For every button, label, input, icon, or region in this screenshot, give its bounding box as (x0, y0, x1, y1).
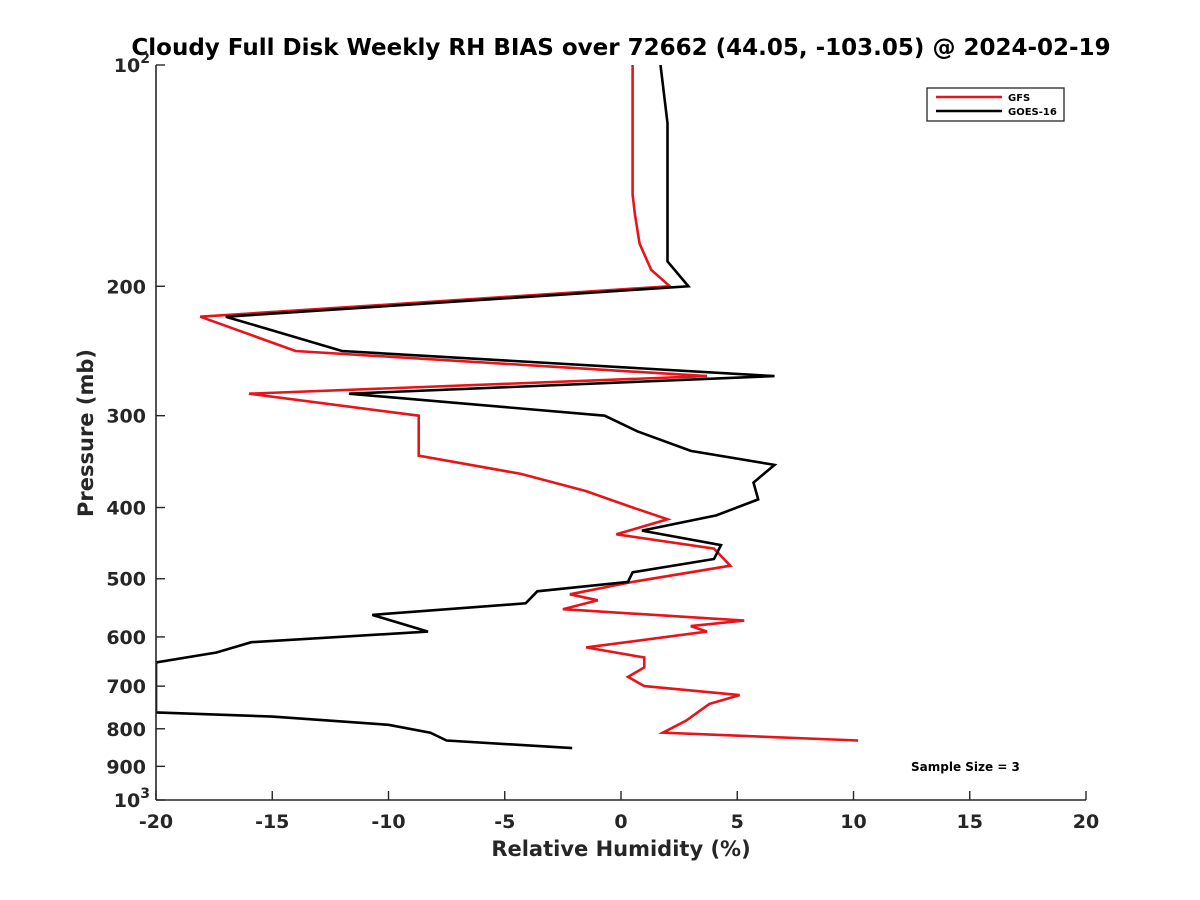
x-tick-label: 5 (731, 811, 744, 833)
legend: GFS GOES-16 (926, 87, 1065, 122)
x-tick-label: -5 (494, 811, 515, 833)
y-tick-label: 103 (114, 786, 150, 812)
y-tick-label: 800 (106, 719, 146, 741)
y-axis-ticks: 102 200 300 400 500 600 700 800 900 103 (106, 51, 165, 812)
x-tick-label: 10 (840, 811, 866, 833)
x-tick-label: -20 (139, 811, 173, 833)
x-tick-label: -10 (371, 811, 405, 833)
x-tick-label: 20 (1073, 811, 1099, 833)
x-axis-ticks: -20 -15 -10 -5 0 5 10 15 20 (139, 791, 1099, 833)
series-layer (156, 65, 859, 750)
y-tick-label: 600 (106, 627, 146, 649)
y-axis-label: Pressure (mb) (74, 349, 98, 517)
x-axis-label: Relative Humidity (%) (491, 837, 750, 861)
x-tick-label: -15 (255, 811, 289, 833)
y-tick-label: 200 (106, 276, 146, 298)
y-tick-label: 900 (106, 756, 146, 778)
series-line-goes-16 (156, 65, 778, 750)
y-tick-label: 700 (106, 676, 146, 698)
x-tick-label: 0 (614, 811, 627, 833)
legend-label-gfs: GFS (1008, 93, 1030, 104)
y-tick-label: 300 (106, 406, 146, 428)
legend-label-goes16: GOES-16 (1008, 107, 1057, 118)
sample-size-annotation: Sample Size = 3 (911, 760, 1020, 774)
chart-title: Cloudy Full Disk Weekly RH BIAS over 726… (131, 35, 1110, 61)
x-tick-label: 15 (957, 811, 983, 833)
y-tick-label: 400 (106, 498, 146, 520)
legend-box (926, 87, 1065, 122)
y-tick-label: 102 (114, 51, 150, 77)
y-tick-label: 500 (106, 569, 146, 591)
